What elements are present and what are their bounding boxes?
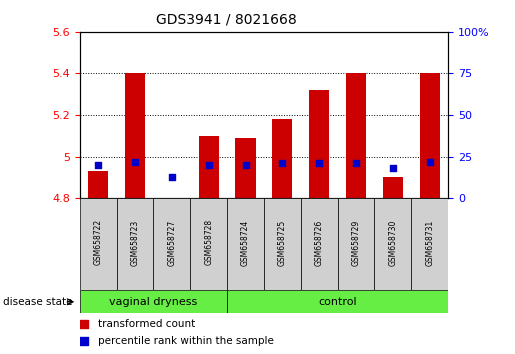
Text: GSM658726: GSM658726 [315,219,323,266]
Text: GSM658727: GSM658727 [167,219,176,266]
Bar [383,177,403,198]
Bar [227,290,448,313]
Bar [338,198,374,290]
Text: GSM658730: GSM658730 [388,219,397,266]
Text: GSM658723: GSM658723 [131,219,140,266]
Bar [125,73,145,198]
Text: GSM658724: GSM658724 [241,219,250,266]
Bar [235,138,255,198]
Bar [80,290,227,313]
Text: GSM658728: GSM658728 [204,219,213,266]
Bar [88,171,108,198]
Bar [80,198,117,290]
Text: GSM658731: GSM658731 [425,219,434,266]
Bar [420,73,440,198]
Text: disease state: disease state [3,297,72,307]
Point [425,159,434,165]
Point [278,160,286,166]
Text: percentile rank within the sample: percentile rank within the sample [98,336,274,346]
Text: GSM658729: GSM658729 [352,219,360,266]
Text: GSM658725: GSM658725 [278,219,287,266]
Text: vaginal dryness: vaginal dryness [109,297,198,307]
Bar [411,198,448,290]
Bar [309,90,329,198]
Point [168,174,176,179]
Bar [264,198,301,290]
Bar [227,198,264,290]
Point [352,160,360,166]
Point [204,162,213,168]
Point [79,338,88,344]
Text: control: control [318,297,357,307]
Bar [272,119,293,198]
Point [131,159,139,165]
Text: GDS3941 / 8021668: GDS3941 / 8021668 [156,12,297,27]
Point [315,160,323,166]
Text: GSM658722: GSM658722 [94,219,102,266]
Bar [199,136,219,198]
Bar [346,73,366,198]
Point [79,321,88,326]
Bar [191,198,227,290]
Point [389,165,397,171]
Bar [153,198,191,290]
Bar [301,198,338,290]
Text: transformed count: transformed count [98,319,196,329]
Bar [116,198,153,290]
Bar [374,198,411,290]
Point [242,162,250,168]
Point [94,162,102,168]
